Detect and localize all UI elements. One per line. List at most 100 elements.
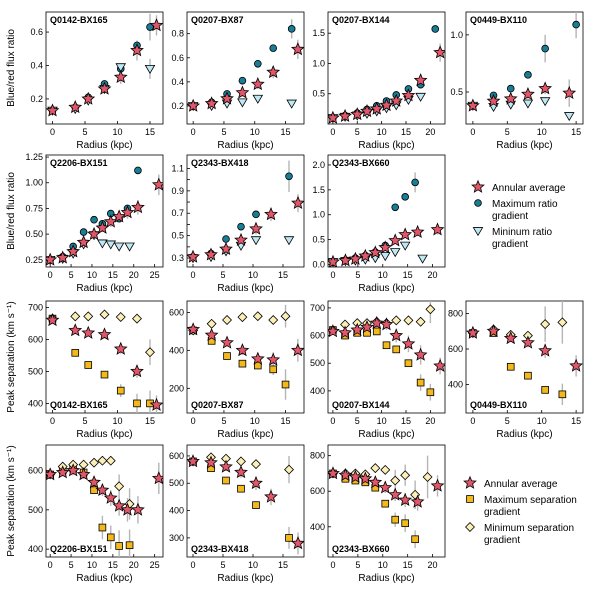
point-star xyxy=(401,88,416,102)
point-square xyxy=(252,501,260,509)
point-star xyxy=(87,226,101,240)
point-star xyxy=(328,466,340,480)
panel-q2206-bx151-ratio: 0 5 10 15 20 25 0.25 0.50 0.75 1.00 1.25 Radius (kp… xyxy=(6,152,164,294)
point-circle xyxy=(411,178,419,187)
point-star xyxy=(204,96,219,110)
x-tick-label: 20 xyxy=(129,270,139,280)
x-tick-label: 0 xyxy=(330,127,335,137)
legend-label: Maximum ratio xyxy=(492,199,558,210)
point-star xyxy=(338,467,353,482)
series-layer xyxy=(328,25,445,124)
y-tick-label: 1.5 xyxy=(312,28,325,38)
x-tick-label: 10 xyxy=(112,127,122,137)
point-square xyxy=(382,341,391,350)
series-layer xyxy=(466,12,580,122)
panel-title: Q2206-BX151 xyxy=(50,158,108,168)
axes-frame xyxy=(327,11,446,125)
point-diamond xyxy=(415,316,426,327)
panel-q2343-bx660-separation: 0 5 10 15 20 400 600 800 Radius (kpc) Q2343-BX660 xyxy=(310,444,446,584)
point-star xyxy=(151,471,163,485)
y-axis-label: Peak separation (km s⁻¹) xyxy=(6,445,17,556)
point-star xyxy=(368,475,383,489)
x-tick-label: 10 xyxy=(250,416,260,426)
point-diamond xyxy=(222,315,232,325)
y-tick-label: 0.2 xyxy=(30,94,43,104)
x-tick-label: 25 xyxy=(150,560,160,570)
x-tick-label: 20 xyxy=(129,560,139,570)
x-tick-label: 15 xyxy=(571,127,581,137)
point-tri xyxy=(539,97,551,107)
x-axis-label: Radius (kpc) xyxy=(358,573,414,584)
point-circle xyxy=(541,44,549,53)
point-star xyxy=(486,93,501,108)
point-star xyxy=(220,91,234,105)
x-tick-label: 10 xyxy=(248,560,258,570)
x-tick-label: 0 xyxy=(191,127,196,137)
x-tick-label: 0 xyxy=(330,416,335,426)
point-square xyxy=(411,535,419,544)
legend-label: Maximum separation xyxy=(484,495,577,506)
point-circle xyxy=(524,71,532,79)
point-star xyxy=(219,241,233,255)
point-star xyxy=(68,323,83,337)
point-tri xyxy=(105,240,117,250)
x-tick-label: 15 xyxy=(403,270,413,280)
x-axis-label: Radius (kpc) xyxy=(76,573,132,584)
y-tick-label: 0.5 xyxy=(171,231,184,241)
point-star xyxy=(204,327,219,342)
y-tick-label: 1.00 xyxy=(25,178,43,188)
point-square xyxy=(392,345,401,354)
point-square xyxy=(133,399,141,408)
legend-label: gradient xyxy=(484,507,520,518)
point-star xyxy=(131,200,145,214)
x-tick-label: 5 xyxy=(505,416,510,426)
x-tick-label: 10 xyxy=(112,416,122,426)
point-square xyxy=(285,534,293,542)
point-star xyxy=(46,103,60,117)
x-tick-label: 10 xyxy=(378,560,388,570)
panel-title: Q0142-BX165 xyxy=(50,400,108,410)
point-tri xyxy=(563,112,575,122)
point-star xyxy=(401,336,416,350)
point-circle xyxy=(431,25,440,33)
point-circle xyxy=(572,20,580,29)
panel-q2343-bx418-separation: 0 5 10 15 300 400 500 600 Radius (kpc) Q2343-BX41… xyxy=(169,444,305,584)
point-star xyxy=(187,454,200,468)
point-star xyxy=(466,325,480,339)
y-tick-label: 0.5 xyxy=(312,235,325,245)
legend-marker-star xyxy=(463,475,477,489)
legend-marker-square xyxy=(466,495,474,503)
point-square xyxy=(98,523,107,532)
point-tri xyxy=(286,99,297,109)
point-star xyxy=(413,73,428,87)
point-diamond xyxy=(132,313,142,324)
y-tick-label: 1.1 xyxy=(171,163,184,173)
point-star xyxy=(338,253,353,267)
point-star xyxy=(249,475,263,490)
panel-title: Q0142-BX165 xyxy=(50,15,108,25)
point-star xyxy=(389,93,404,107)
axes-frame xyxy=(186,154,305,268)
x-tick-label: 15 xyxy=(403,560,413,570)
point-diamond xyxy=(83,311,94,322)
point-star xyxy=(350,322,365,336)
x-tick-label: 20 xyxy=(425,127,435,137)
y-tick-label: 700 xyxy=(28,302,43,312)
y-axis-label: Peak separation (km s⁻¹) xyxy=(6,301,17,412)
x-tick-label: 10 xyxy=(537,127,547,137)
panel-title: Q0207-BX144 xyxy=(332,400,390,410)
panel-title: Q2343-BX660 xyxy=(332,544,390,554)
point-star xyxy=(410,224,425,239)
x-axis-label: Radius (kpc) xyxy=(217,429,273,440)
point-star xyxy=(131,502,145,516)
point-circle xyxy=(401,193,409,201)
series-layer xyxy=(187,19,304,112)
point-star xyxy=(328,254,340,267)
point-star xyxy=(503,331,518,345)
point-star xyxy=(348,251,363,265)
legend-label: gradient xyxy=(492,211,528,222)
x-tick-label: 10 xyxy=(378,270,388,280)
x-tick-label: 0 xyxy=(48,270,53,280)
point-star xyxy=(413,347,428,361)
